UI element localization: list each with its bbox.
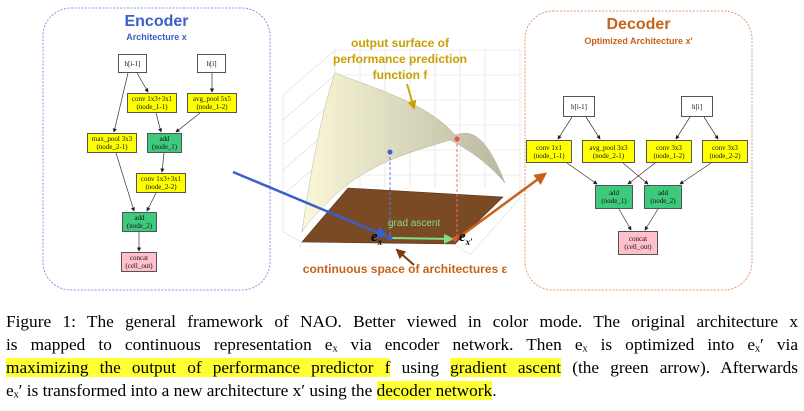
node-id: (node_2-1) — [96, 143, 128, 151]
surface-label-line: performance prediction — [332, 52, 468, 66]
caption-text: using — [390, 358, 451, 377]
node-op: add — [657, 189, 669, 197]
dec-node-1-2: conv 3x3 (node_1-2) — [646, 140, 692, 163]
node-id: (node_1) — [151, 143, 178, 151]
node-id: (node_1-1) — [533, 151, 565, 160]
ex-subscript: x — [377, 237, 383, 247]
enc-node-add-1: add (node_1) — [147, 133, 182, 153]
node-id: (node_1) — [601, 197, 627, 205]
ex-surface-point — [387, 149, 393, 155]
node-id: (node_2-2) — [709, 151, 741, 160]
surface-label-line: output surface of — [351, 36, 449, 50]
node-id: (node_1-2) — [653, 151, 685, 160]
dec-node-concat: concat (cell_out) — [618, 231, 658, 255]
caption-line-4: eₓ′ is transformed into a new architectu… — [6, 379, 798, 402]
grad-ascent-label: grad ascent — [388, 218, 441, 229]
caption-text: (the green arrow). Afterwards — [561, 358, 799, 377]
enc-node-add-2: add (node_2) — [122, 212, 157, 232]
node-id: (node_2-2) — [145, 183, 177, 191]
caption-highlight-grad: gradient ascent — [450, 358, 562, 377]
dec-node-add-2: add (node_2) — [644, 185, 682, 209]
dec-node-1-1: conv 1x1 (node_1-1) — [526, 140, 572, 163]
exp-surface-point — [454, 136, 460, 142]
enc-node-concat: concat (cell_out) — [121, 252, 157, 272]
grad-ascent-arrow — [391, 233, 454, 244]
caption-highlight-decoder: decoder network — [376, 381, 493, 400]
node-op: conv 1x1 — [536, 143, 562, 152]
enc-node-2-1: max_pool 3x3 (node_2-1) — [87, 133, 137, 153]
node-id: (node_2) — [650, 197, 676, 205]
encoder-frame — [42, 7, 271, 291]
node-op: add — [608, 189, 620, 197]
surface-plot — [232, 49, 548, 266]
decoder-frame — [524, 10, 753, 291]
node-id: (node_2-1) — [592, 151, 625, 160]
node-op: conv 1x3+3x1 — [131, 95, 173, 103]
plane-label-arrow — [395, 248, 415, 266]
node-op: concat — [628, 235, 648, 243]
plane-label: continuous space of architectures ε — [302, 262, 508, 276]
dec-node-h-cur: h[i] — [681, 96, 713, 117]
node-op: concat — [129, 254, 149, 262]
node-op: conv 3x3 — [712, 143, 738, 152]
decoder-arrow — [457, 172, 548, 240]
caption-line-2: is mapped to continuous representation e… — [6, 335, 798, 354]
enc-node-h-cur: h[i] — [197, 54, 226, 73]
surface-label-arrow — [406, 83, 417, 110]
node-op: add — [134, 214, 145, 222]
node-id: (node_1-1) — [136, 103, 168, 111]
dec-node-2-1: avg_pool 3x3 (node_2-1) — [582, 140, 635, 163]
exp-label: ex′ — [459, 229, 473, 247]
node-id: (cell_out) — [125, 262, 153, 270]
dec-node-h-prev: h[i-1] — [563, 96, 595, 117]
node-id: (node_2) — [126, 222, 153, 230]
figure-graphics — [42, 7, 753, 291]
enc-node-1-2: avg_pool 5x5 (node_1-2) — [187, 93, 237, 113]
caption-line-1: Figure 1: The general framework of NAO. … — [6, 312, 798, 331]
node-op: max_pool 3x3 — [91, 135, 133, 143]
performance-surface — [301, 72, 506, 233]
ex-label: ex — [371, 229, 382, 247]
caption-highlight-predictor: maximizing the output of performance pre… — [6, 358, 391, 377]
decoder-subtitle: Optimized Architecture x′ — [584, 36, 693, 46]
node-op: avg_pool 5x5 — [192, 95, 232, 103]
exp-symbol: e — [459, 229, 466, 245]
surface-label: output surface of performance prediction… — [310, 35, 490, 83]
node-op: add — [159, 135, 170, 143]
ex-symbol: e — [371, 229, 378, 245]
exp-subscript: x′ — [465, 237, 473, 247]
caption-text: eₓ′ is transformed into a new architectu… — [6, 381, 377, 400]
dec-node-add-1: add (node_1) — [595, 185, 633, 209]
dec-node-2-2: conv 3x3 (node_2-2) — [702, 140, 748, 163]
encoder-title: Encoder — [124, 13, 189, 30]
node-id: (node_1-2) — [196, 103, 228, 111]
encoder-arrow — [232, 170, 389, 238]
enc-node-h-prev: h[i-1] — [118, 54, 147, 73]
surface-label-line: function f — [372, 68, 428, 82]
encoder-subtitle: Architecture x — [126, 32, 187, 42]
caption-text: . — [492, 381, 497, 400]
caption-line-3: maximizing the output of performance pre… — [6, 356, 798, 379]
architecture-space-plane — [301, 187, 504, 245]
decoder-title: Decoder — [606, 16, 671, 33]
encoder-edges — [112, 72, 215, 252]
decoder-edges — [557, 116, 719, 231]
enc-node-1-1: conv 1x3+3x1 (node_1-1) — [127, 93, 177, 113]
node-id: (cell_out) — [624, 243, 652, 251]
node-op: avg_pool 3x3 — [589, 143, 628, 152]
node-op: conv 1x3+3x1 — [140, 175, 182, 183]
enc-node-2-2: conv 1x3+3x1 (node_2-2) — [136, 173, 186, 193]
node-op: conv 3x3 — [656, 143, 682, 152]
